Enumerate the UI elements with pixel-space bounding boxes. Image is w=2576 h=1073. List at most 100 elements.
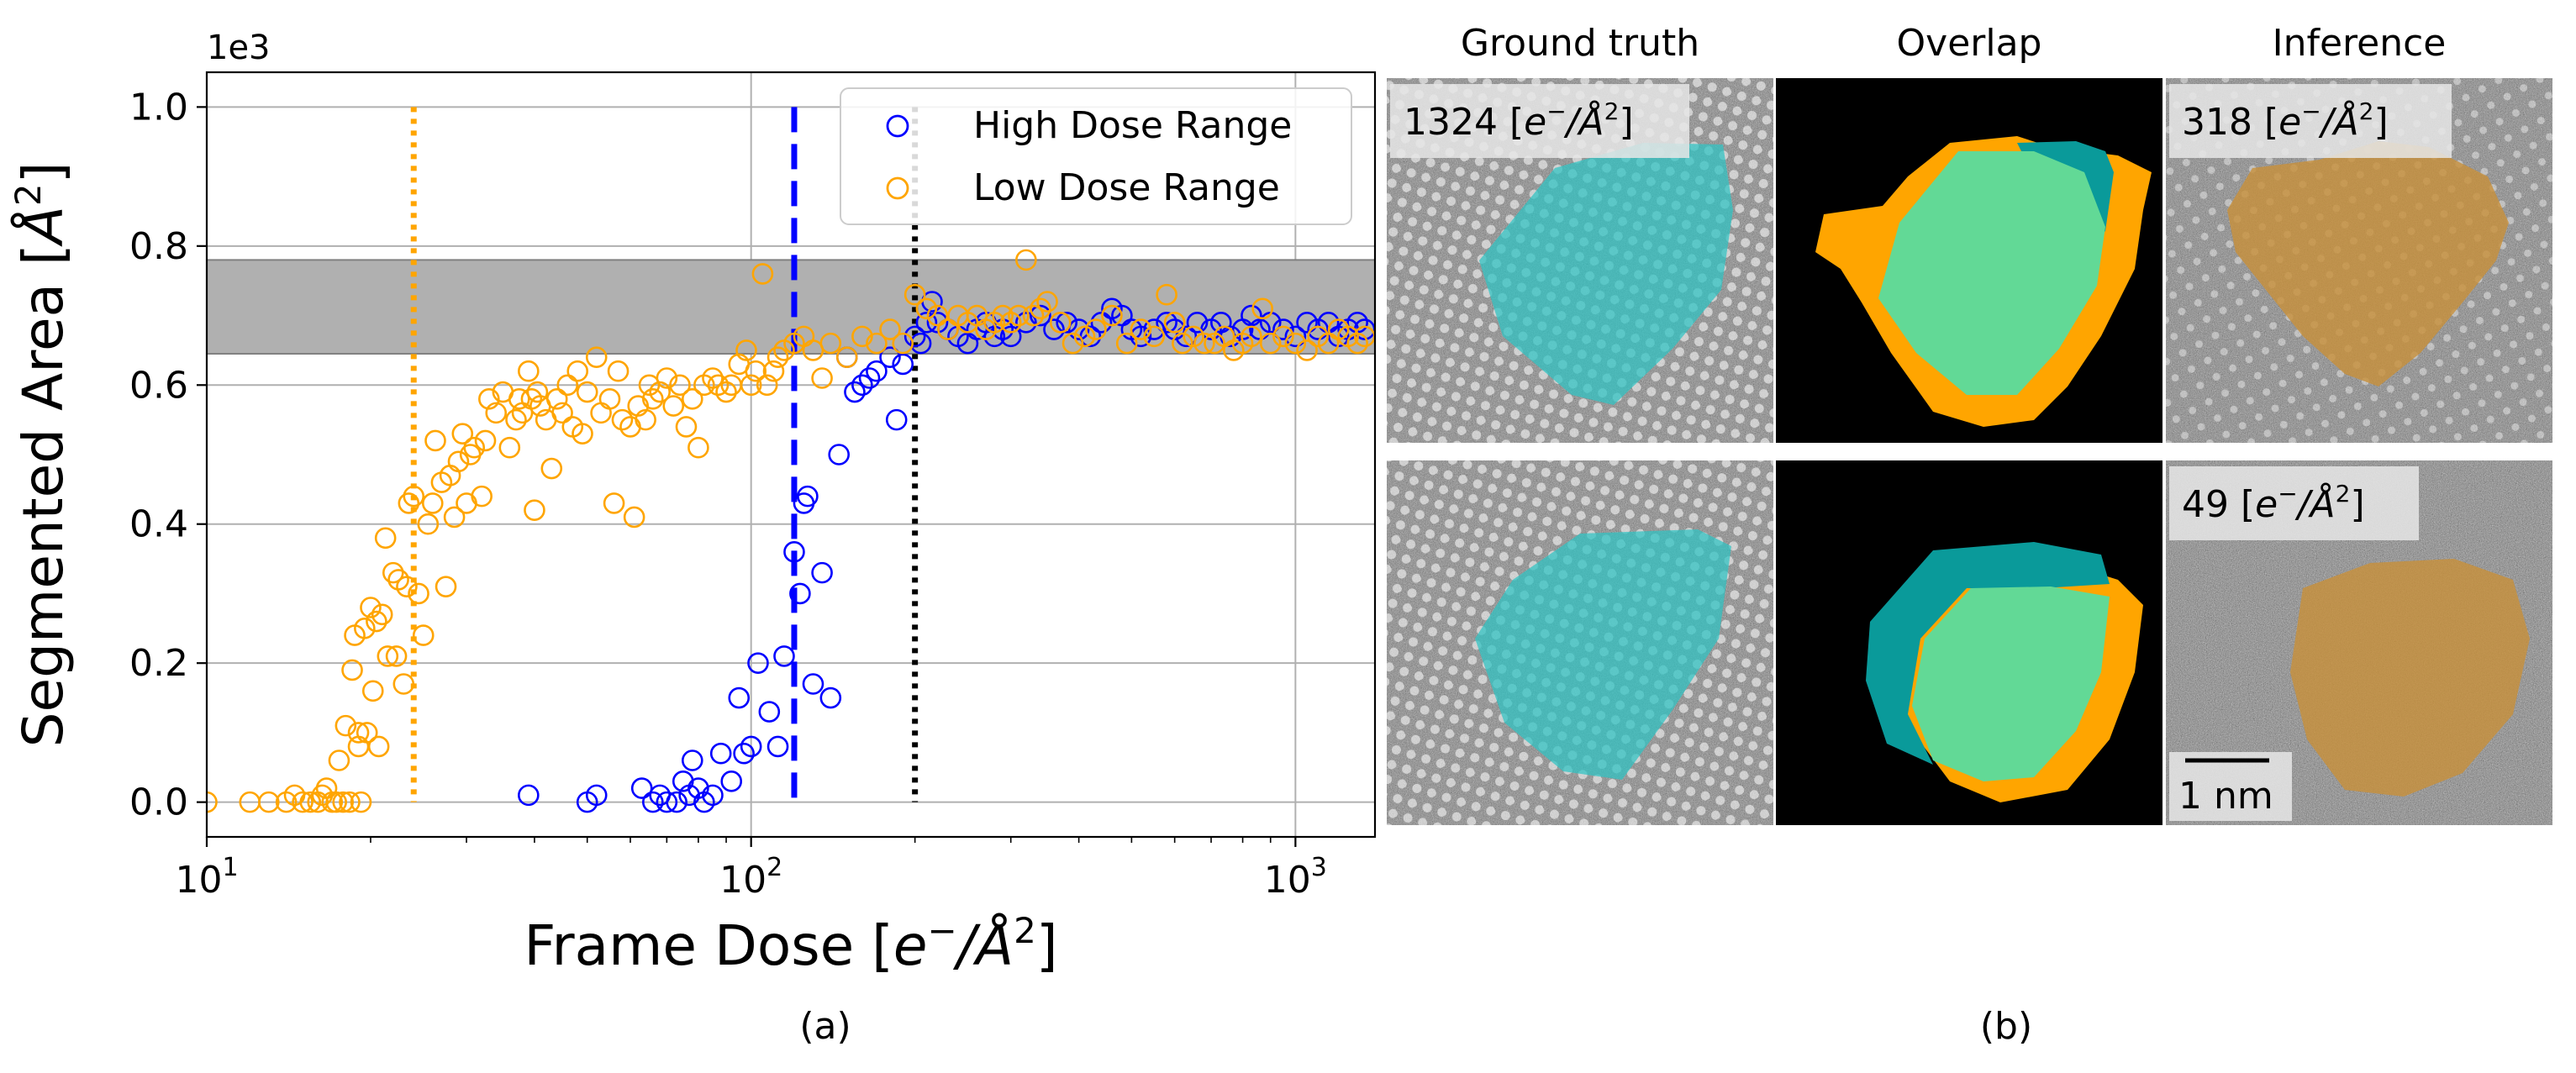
low-dose-point [367,735,390,758]
high-dose-point [728,686,751,709]
low-dose-point [335,714,357,737]
low-dose-point [623,506,645,529]
high-dose-point [1296,312,1318,334]
low-dose-point [377,645,399,667]
low-dose-point [866,332,888,355]
high-dose-point [811,561,833,584]
high-dose-point [1307,318,1329,340]
high-dose-point [1272,318,1294,340]
low-dose-point [556,374,579,397]
high-dose-point [1130,325,1152,348]
low-dose-point [424,429,446,452]
high-dose-point [866,360,888,382]
plot-frame [205,71,1377,839]
ground-truth-image-top: 1324 [e−/Å2] [1387,78,1773,443]
high-dose-point [1056,312,1077,334]
low-dose-point [417,513,440,535]
low-dose-point [456,492,477,514]
legend-marker-high-dose [886,114,909,138]
high-dose-point [585,784,608,807]
y-axis-ticks: 0.0 0.2 0.4 0.6 0.8 1.0 [129,86,207,824]
low-dose-point [892,332,914,355]
low-dose-point [350,791,372,813]
low-dose-point [1022,304,1045,327]
high-dose-point [1043,318,1065,340]
low-dose-point [471,485,493,508]
x-tick-label: 102 [719,853,782,902]
low-dose-point [292,791,313,813]
low-dose-point [382,561,404,584]
low-dose-point [735,339,757,361]
low-dose-point [341,659,363,681]
low-dose-point [702,367,724,389]
high-dose-point [709,742,732,765]
high-dose-point [1284,325,1307,348]
low-dose-point [1036,291,1058,313]
low-dose-point [498,436,521,459]
low-dose-point [1101,304,1123,327]
low-dose-point [662,395,685,417]
high-dose-point [740,735,762,758]
low-dose-point [396,576,418,597]
low-dose-point [766,346,789,368]
low-dose-point [937,318,959,340]
low-dose-point [505,408,527,431]
dose-label-box-top [1390,84,1689,158]
low-dose-point [740,374,762,397]
low-dose-point [590,402,612,424]
low-dose-point [1156,283,1177,306]
low-dose-point [485,402,508,424]
low-dose-point [540,457,563,480]
high-dose-point [1067,318,1090,340]
low-dose-point [1251,297,1273,320]
y-tick-label: 1.0 [129,86,188,129]
low-dose-point [412,624,435,646]
high-dose-point [802,673,824,695]
low-dose-point [1259,332,1282,355]
high-dose-point [766,735,789,758]
low-dose-point [435,576,457,597]
low-dose-point [675,416,698,438]
scale-bar-box [2169,752,2292,821]
high-dose-point [1143,318,1165,340]
low-dose-point [999,312,1022,334]
overlap-ground-truth-only-bottom [1866,542,2110,765]
low-dose-point [762,360,785,382]
low-dose-point [649,381,671,403]
low-dose-point [339,791,361,813]
high-dose-point [733,742,755,765]
low-dose-point [1130,318,1152,340]
low-dose-point [926,304,949,327]
high-dose-point [518,784,540,807]
y-tick-label: 0.4 [129,503,188,546]
low-dose-point [851,325,873,348]
high-dose-point [885,408,908,431]
high-dose-point [1090,312,1113,334]
high-dose-point [879,346,901,368]
low-dose-point [385,645,408,667]
low-dose-point [551,402,573,424]
low-dose-point [408,582,429,605]
high-dose-point [1186,312,1209,334]
low-dose-point [360,597,382,618]
low-dose-point [361,680,384,702]
low-dose-point [526,381,549,403]
low-dose-point [366,610,387,633]
low-dose-point [585,346,608,368]
inference-image-top: 318 [e−/Å2] [2166,78,2552,443]
low-dose-point [1143,325,1165,348]
low-dose-point [607,360,630,382]
low-dose-point [1241,325,1262,348]
low-dose-point [707,374,730,397]
low-dose-point [1163,312,1186,334]
low-dose-point [756,374,778,397]
low-dose-point [635,408,656,431]
scale-bar-label: 1 nm [2178,775,2273,818]
ground-truth-mask-bottom [1475,529,1731,780]
low-dose-point [1317,332,1340,355]
low-dose-point [207,791,218,813]
high-dose-point [681,750,703,771]
low-dose-point [1284,332,1307,355]
gray-band [206,259,1376,355]
low-dose-point [356,722,378,744]
